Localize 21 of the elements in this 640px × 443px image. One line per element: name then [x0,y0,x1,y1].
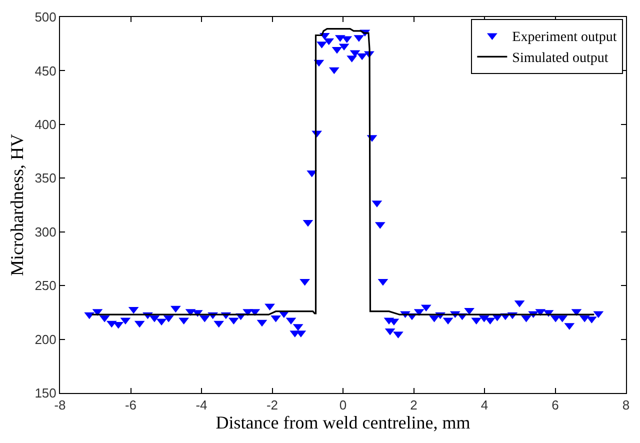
y-tick-label: 300 [34,224,56,240]
y-tick-label: 450 [34,63,56,78]
legend-label: Experiment output [512,30,617,45]
y-tick-label: 500 [34,10,56,25]
y-tick-label: 400 [34,116,56,132]
x-tick-label: 4 [480,398,488,413]
x-tick-label: 8 [622,398,630,413]
x-axis-title: Distance from weld centreline, mm [216,412,470,433]
x-tick-label: -8 [54,398,66,413]
x-tick-label: -2 [266,398,278,413]
legend-label: Simulated output [512,51,608,66]
x-tick-label: 0 [339,398,347,413]
y-tick-label: 250 [34,278,56,294]
y-tick-label: 150 [34,386,56,401]
x-tick-label: 2 [410,398,418,413]
y-axis-title: Microhardness, HV [6,134,27,276]
y-tick-label: 350 [34,170,56,186]
x-tick-label: -6 [124,398,137,413]
x-tick-label: -4 [196,398,208,413]
y-tick-label: 200 [34,332,56,347]
x-tick-label: 6 [552,398,559,413]
